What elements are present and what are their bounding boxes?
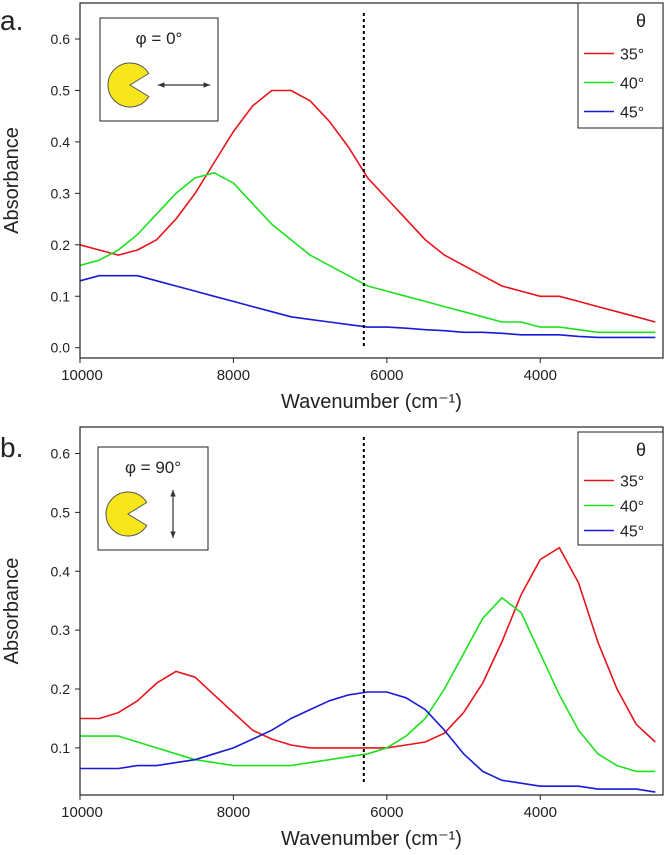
y-tick-label: 0.2	[51, 237, 71, 253]
y-tick-label: 0.3	[51, 185, 71, 201]
spectrum-line	[80, 691, 656, 793]
x-tick-label: 6000	[370, 804, 403, 821]
legend-box	[577, 431, 664, 546]
arrow-head	[170, 531, 176, 538]
inset-label: φ = 0°	[136, 29, 183, 48]
plot-frame	[79, 2, 664, 359]
panel-label: a.	[0, 5, 23, 36]
x-tick-label: 10000	[61, 804, 103, 821]
y-tick-label: 0.2	[51, 681, 71, 697]
y-tick-label: 0.1	[51, 288, 71, 304]
inset-label: φ = 90°	[125, 458, 181, 477]
pacman-icon	[105, 491, 148, 537]
legend-title: θ	[636, 11, 646, 31]
plot-frame	[79, 426, 664, 796]
arrow-head	[203, 82, 210, 88]
spectrum-line	[80, 546, 656, 749]
arrow-head	[170, 490, 176, 497]
pacman-icon	[107, 62, 150, 108]
y-tick-label: 0.5	[51, 82, 71, 98]
legend-label: 35°	[620, 474, 644, 491]
x-tick-label: 8000	[217, 804, 250, 821]
legend-label: 35°	[620, 47, 644, 64]
y-tick-label: 0.4	[51, 134, 71, 150]
legend-label: 40°	[620, 76, 644, 93]
y-tick-label: 0.0	[51, 340, 71, 356]
legend-label: 45°	[620, 524, 644, 541]
legend-label: 40°	[620, 499, 644, 516]
spectrum-line	[79, 274, 656, 339]
spectrum-line	[79, 172, 656, 334]
panel-label: b.	[0, 432, 23, 463]
x-tick-label: 10000	[61, 367, 103, 384]
x-tick-label: 8000	[217, 367, 250, 384]
y-tick-label: 0.4	[51, 563, 71, 579]
y-tick-label: 0.5	[51, 504, 71, 520]
x-axis-label: Wavenumber (cm⁻¹)	[281, 391, 462, 413]
x-tick-label: 4000	[524, 367, 557, 384]
legend-title: θ	[636, 440, 646, 460]
spectrum-line	[79, 89, 656, 323]
legend-label: 45°	[620, 105, 644, 122]
y-axis-label: Absorbance	[1, 127, 23, 234]
y-tick-label: 0.1	[51, 740, 71, 756]
y-axis-label: Absorbance	[1, 558, 23, 665]
legend-box	[577, 2, 664, 129]
y-tick-label: 0.3	[51, 622, 71, 638]
y-tick-label: 0.6	[51, 445, 71, 461]
y-tick-label: 0.6	[51, 31, 71, 47]
spectrum-line	[80, 597, 656, 773]
x-axis-label: Wavenumber (cm⁻¹)	[281, 828, 462, 850]
x-tick-label: 4000	[524, 804, 557, 821]
x-tick-label: 6000	[370, 367, 403, 384]
arrow-head	[158, 82, 165, 88]
